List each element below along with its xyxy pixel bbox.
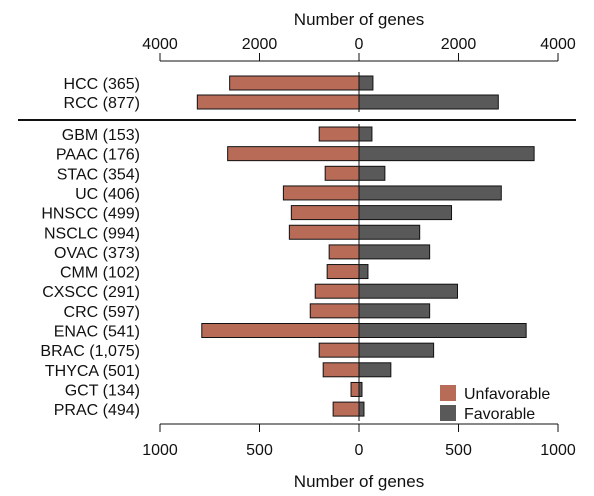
category-label: BRAC (1,075) — [40, 343, 140, 360]
bar-unfavorable — [282, 185, 360, 201]
category-label: NSCLC (994) — [44, 225, 140, 242]
bar-favorable — [358, 126, 373, 142]
bar-unfavorable — [350, 381, 360, 397]
category-label: RCC (877) — [64, 95, 140, 112]
bar-favorable — [358, 244, 431, 260]
bottom-axis-tick-label: 1000 — [540, 442, 576, 459]
bar-unfavorable — [326, 264, 360, 280]
bar-favorable — [358, 224, 421, 240]
bar-favorable — [358, 323, 527, 338]
bar-favorable — [358, 342, 435, 358]
top-axis-tick-label: 4000 — [142, 36, 178, 53]
bar-unfavorable — [318, 126, 360, 142]
category-label: ENAC (541) — [54, 324, 140, 341]
legend-swatch — [440, 405, 456, 421]
category-label: CMM (102) — [60, 265, 140, 282]
category-label: THYCA (501) — [45, 363, 140, 380]
legend-label: Unfavorable — [464, 386, 550, 403]
bottom-axis-tick-label: 0 — [355, 442, 364, 459]
bar-favorable — [358, 165, 386, 181]
category-label: HNSCC (499) — [41, 206, 140, 223]
category-label: CXSCC (291) — [42, 284, 140, 301]
bar-unfavorable — [290, 205, 360, 221]
bar-unfavorable — [288, 224, 360, 240]
bottom-axis-title: Number of genes — [294, 472, 424, 491]
top-axis-tick-label: 4000 — [540, 36, 576, 53]
category-label: OVAC (373) — [54, 245, 140, 262]
category-label: HCC (365) — [64, 76, 140, 93]
bar-favorable — [358, 303, 431, 319]
legend-label: Favorable — [464, 406, 535, 423]
bar-favorable — [358, 362, 392, 378]
bar-unfavorable — [314, 283, 360, 299]
category-label: GBM (153) — [62, 127, 140, 144]
category-label: STAC (354) — [57, 166, 140, 183]
top-axis-tick-label: 2000 — [242, 36, 278, 53]
category-label: UC (406) — [75, 186, 140, 203]
bar-unfavorable — [227, 146, 360, 162]
bar-favorable — [358, 205, 453, 221]
category-label: PAAC (176) — [56, 147, 140, 164]
bar-unfavorable — [201, 323, 360, 338]
bottom-axis-tick-label: 500 — [445, 442, 472, 459]
legend-swatch — [440, 385, 456, 401]
bar-favorable — [358, 94, 499, 110]
bottom-axis-tick-label: 500 — [246, 442, 273, 459]
top-axis-tick-label: 0 — [355, 36, 364, 53]
bar-favorable — [358, 401, 365, 417]
top-axis-tick-label: 2000 — [441, 36, 477, 53]
bar-unfavorable — [328, 244, 360, 260]
bar-favorable — [358, 264, 369, 280]
bar-unfavorable — [229, 75, 360, 91]
bar-favorable — [358, 75, 374, 91]
bar-unfavorable — [196, 94, 360, 110]
bottom-axis-tick-label: 1000 — [142, 442, 178, 459]
category-label: PRAC (494) — [54, 402, 140, 419]
bar-unfavorable — [322, 362, 360, 378]
top-axis-title: Number of genes — [294, 10, 424, 29]
bar-favorable — [358, 146, 535, 162]
bar-unfavorable — [318, 342, 360, 358]
bar-favorable — [358, 185, 502, 201]
bar-unfavorable — [309, 303, 360, 319]
category-label: CRC (597) — [64, 304, 140, 321]
bar-unfavorable — [332, 401, 360, 417]
bar-unfavorable — [324, 165, 360, 181]
bar-favorable — [358, 283, 459, 299]
category-label: GCT (134) — [65, 382, 140, 399]
